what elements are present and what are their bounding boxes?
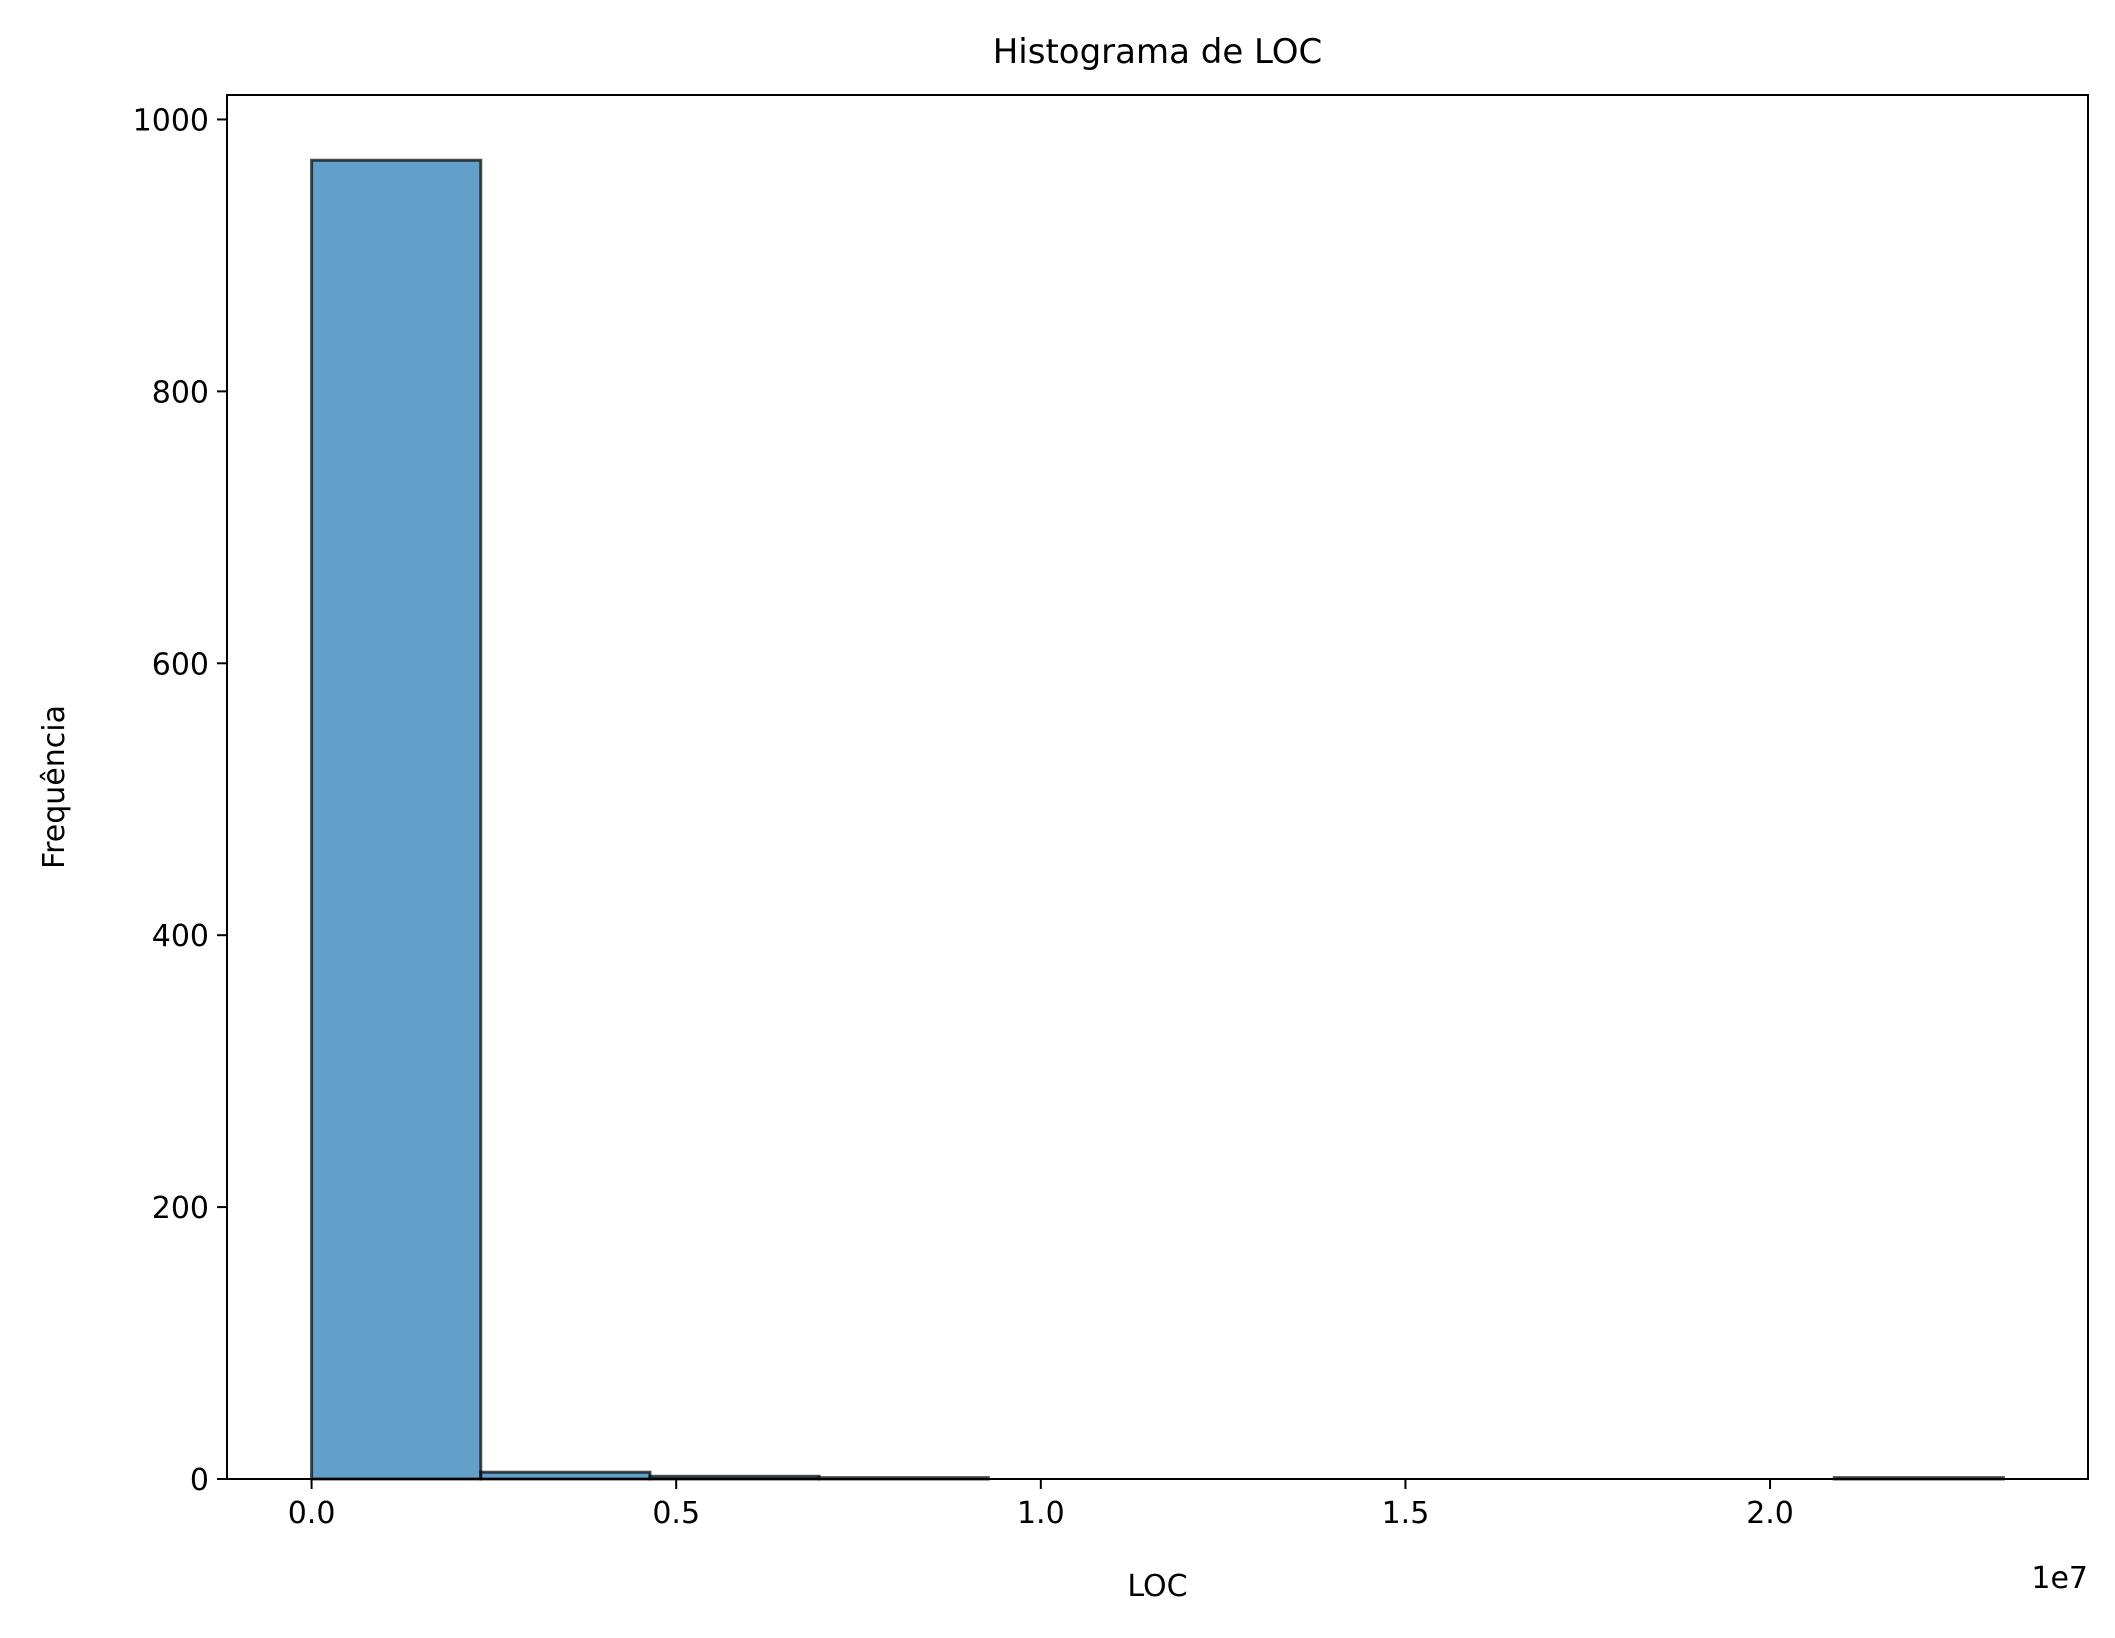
plot-area-frame xyxy=(226,94,2089,1480)
y-axis-label: Frequência xyxy=(37,705,72,869)
x-tick-label: 2.0 xyxy=(1746,1496,1794,1531)
chart-title: Histograma de LOC xyxy=(993,32,1323,72)
x-tick-label: 1.0 xyxy=(1017,1496,1065,1531)
x-tick-label: 0.0 xyxy=(288,1496,336,1531)
y-tick-label: 0 xyxy=(190,1463,209,1498)
x-axis-ticks: 0.0 0.5 1.0 1.5 2.0 xyxy=(288,1479,1794,1531)
x-tick-label: 1.5 xyxy=(1382,1496,1430,1531)
histogram-bar xyxy=(479,1470,652,1481)
y-tick-label: 1000 xyxy=(133,103,209,138)
y-axis-ticks: 0 200 400 600 800 1000 xyxy=(133,103,227,1498)
y-tick-label: 200 xyxy=(152,1191,209,1226)
y-tick-label: 400 xyxy=(152,919,209,954)
histogram-bar xyxy=(310,158,483,1481)
x-axis-label: LOC xyxy=(1127,1569,1187,1604)
x-axis-offset-label: 1e7 xyxy=(2031,1561,2088,1596)
y-tick-label: 800 xyxy=(152,375,209,410)
x-tick-label: 0.5 xyxy=(652,1496,700,1531)
y-tick-label: 600 xyxy=(152,647,209,682)
